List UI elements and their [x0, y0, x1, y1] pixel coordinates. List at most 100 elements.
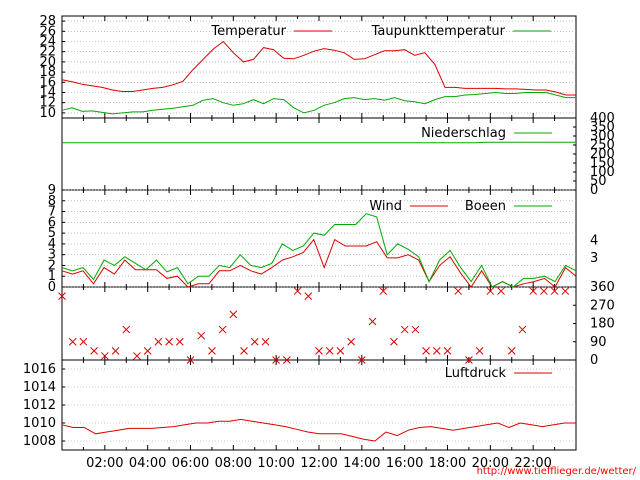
- y-tick-label: 6: [48, 215, 56, 230]
- y-tick-label: 26: [39, 24, 56, 39]
- direction-marker: [540, 287, 548, 295]
- wind-legend-label: Wind: [369, 199, 402, 214]
- direction-marker: [443, 347, 452, 355]
- direction-marker: [240, 347, 248, 355]
- direction-marker: [325, 347, 334, 355]
- direction-marker: [529, 287, 538, 295]
- temperatur-line: [61, 40, 576, 96]
- temperatur-legend-label: Temperatur: [210, 24, 286, 39]
- direction-marker: [550, 287, 559, 295]
- direction-marker: [347, 337, 355, 346]
- x-tick-label: 20:00: [472, 456, 509, 471]
- y-tick-label: 1014: [23, 380, 56, 395]
- direction-marker: [379, 287, 388, 295]
- y-tick-label: 14: [39, 86, 56, 101]
- luftdruck-line: [61, 418, 576, 442]
- y-tick-label-right: 4: [590, 234, 598, 249]
- direction-marker: [518, 325, 527, 334]
- y-tick-label-right: 90: [590, 335, 607, 350]
- direction-marker: [229, 310, 238, 319]
- direction-marker: [315, 347, 323, 355]
- y-tick-label: 4: [48, 237, 56, 252]
- direction-marker: [561, 287, 570, 295]
- x-tick-label: 22:00: [514, 456, 551, 471]
- direction-marker: [208, 347, 216, 355]
- direction-marker: [304, 292, 313, 300]
- direction-marker: [400, 325, 409, 334]
- y-tick-label-right: 150: [590, 156, 615, 171]
- y-tick-label: 18: [39, 65, 56, 80]
- y-tick-label: 10: [39, 106, 56, 121]
- direction-marker: [422, 347, 430, 355]
- direction-marker: [411, 325, 420, 334]
- direction-marker: [293, 287, 302, 295]
- direction-marker: [143, 347, 152, 355]
- wind-line: [61, 238, 577, 288]
- x-tick-label: 08:00: [215, 456, 252, 471]
- taupunkt-line: [61, 91, 576, 115]
- y-tick-label-right: 270: [590, 298, 615, 313]
- direction-marker: [111, 347, 120, 355]
- boeen-line: [61, 213, 577, 288]
- panel-frame-4: [61, 286, 577, 361]
- y-tick-label-right: 360: [590, 280, 615, 295]
- direction-marker: [454, 287, 463, 295]
- luftdruck-legend-label: Luftdruck: [445, 366, 507, 381]
- x-tick-label: 04:00: [129, 456, 166, 471]
- y-tick-label: 20: [39, 55, 56, 70]
- y-tick-label: 9: [48, 183, 56, 198]
- direction-marker: [250, 337, 259, 346]
- x-tick-label: 12:00: [300, 456, 337, 471]
- x-tick-label: 06:00: [172, 456, 209, 471]
- x-tick-label: 02:00: [86, 456, 123, 471]
- direction-marker: [79, 337, 88, 346]
- direction-marker: [218, 325, 227, 334]
- y-tick-label: 1: [48, 269, 56, 284]
- direction-marker: [58, 292, 66, 300]
- direction-marker: [357, 356, 366, 364]
- direction-marker: [475, 347, 484, 355]
- y-tick-label: 24: [39, 35, 56, 50]
- y-tick-label: 1008: [23, 434, 56, 449]
- y-tick-label: 1010: [23, 416, 56, 431]
- y-tick-label-right: 250: [590, 138, 615, 153]
- direction-marker: [197, 331, 206, 340]
- direction-marker: [507, 347, 516, 355]
- direction-marker: [100, 352, 109, 360]
- direction-marker: [432, 347, 441, 355]
- y-tick-label-right: 200: [590, 147, 615, 162]
- boeen-legend-label: Boeen: [465, 199, 506, 214]
- x-tick-label: 16:00: [386, 456, 423, 471]
- direction-marker: [154, 337, 163, 346]
- direction-marker: [68, 337, 77, 346]
- direction-marker: [122, 325, 131, 334]
- direction-marker: [486, 287, 495, 295]
- y-tick-label: 7: [48, 205, 56, 220]
- y-tick-label-right: 350: [590, 120, 615, 135]
- y-tick-label: 8: [48, 194, 56, 209]
- direction-marker: [90, 347, 98, 355]
- x-tick-label: 14:00: [343, 456, 380, 471]
- y-tick-label-right: 100: [590, 165, 615, 180]
- direction-marker: [497, 287, 505, 295]
- niederschlag-legend-label: Niederschlag: [421, 126, 506, 141]
- y-tick-label: 3: [48, 248, 56, 263]
- y-tick-label: 16: [39, 75, 56, 90]
- direction-marker: [336, 347, 345, 355]
- y-tick-label: 12: [39, 96, 56, 111]
- y-tick-label: 22: [39, 45, 56, 60]
- direction-marker: [272, 356, 281, 364]
- y-tick-label-right: 0: [590, 183, 598, 198]
- y-tick-label: 2: [48, 258, 56, 273]
- y-tick-label-right: 0: [590, 353, 598, 368]
- direction-marker: [186, 356, 195, 364]
- y-tick-label: 1016: [23, 362, 56, 377]
- y-tick-label-right: 400: [590, 111, 615, 126]
- y-tick-label: 0: [48, 280, 56, 295]
- direction-marker: [465, 356, 473, 364]
- taupunkt-legend-label: Taupunkttemperatur: [371, 24, 506, 39]
- source-url[interactable]: http://www.tiefflieger.de/wetter/: [477, 466, 637, 477]
- direction-marker: [261, 337, 270, 346]
- y-tick-label: 28: [39, 14, 56, 29]
